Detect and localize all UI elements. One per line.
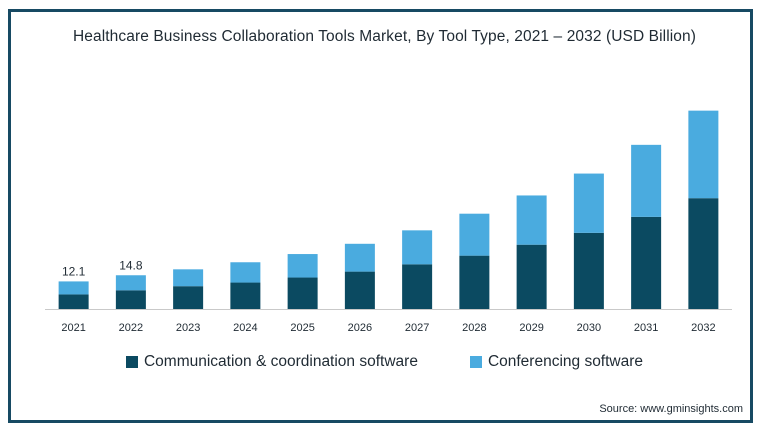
data-label-2022: 14.8 — [119, 258, 143, 272]
x-tick-label-2027: 2027 — [405, 322, 429, 334]
legend-item-conferencing: Conferencing software — [469, 353, 644, 371]
bar-conferencing-2031 — [631, 144, 662, 217]
bar-communication-2028 — [459, 255, 490, 309]
bar-conferencing-2026 — [344, 243, 375, 272]
chart-legend: Communication & coordination software Co… — [0, 353, 769, 371]
bar-communication-2023 — [173, 286, 204, 309]
bar-communication-2032 — [688, 198, 719, 309]
legend-swatch-communication — [125, 356, 138, 368]
x-tick-label-2022: 2022 — [119, 322, 143, 334]
chart-frame — [8, 9, 753, 423]
legend-label-conferencing: Conferencing software — [487, 353, 644, 370]
bar-conferencing-2022 — [115, 275, 146, 291]
bar-communication-2031 — [631, 216, 662, 309]
bar-conferencing-2021 — [58, 281, 89, 295]
x-tick-label-2026: 2026 — [348, 322, 372, 334]
legend-label-communication: Communication & coordination software — [143, 353, 418, 370]
bar-communication-2022 — [115, 290, 146, 309]
bar-conferencing-2029 — [516, 195, 547, 245]
x-tick-label-2021: 2021 — [61, 322, 85, 334]
x-tick-label-2031: 2031 — [634, 322, 658, 334]
bar-conferencing-2027 — [402, 230, 433, 265]
bar-communication-2027 — [402, 264, 433, 309]
source-note: Source: www.gminsights.com — [599, 403, 743, 415]
bar-communication-2024 — [230, 282, 261, 309]
bar-communication-2026 — [344, 271, 375, 309]
bar-conferencing-2023 — [173, 269, 204, 287]
legend-item-communication: Communication & coordination software — [125, 353, 418, 371]
legend-swatch-conferencing — [469, 356, 482, 368]
bar-communication-2030 — [573, 232, 604, 309]
bar-conferencing-2030 — [573, 173, 604, 233]
bar-conferencing-2028 — [459, 213, 490, 256]
bar-communication-2029 — [516, 244, 547, 309]
bar-conferencing-2025 — [287, 254, 318, 278]
x-tick-label-2030: 2030 — [577, 322, 601, 334]
bar-communication-2025 — [287, 277, 318, 309]
chart-title: Healthcare Business Collaboration Tools … — [72, 28, 696, 45]
bar-conferencing-2024 — [230, 262, 261, 283]
x-tick-label-2025: 2025 — [290, 322, 314, 334]
x-tick-label-2024: 2024 — [233, 322, 257, 334]
x-tick-label-2023: 2023 — [176, 322, 200, 334]
x-tick-label-2032: 2032 — [691, 322, 715, 334]
x-tick-label-2028: 2028 — [462, 322, 486, 334]
data-label-2021: 12.1 — [62, 264, 86, 278]
bar-communication-2021 — [58, 294, 89, 309]
x-tick-label-2029: 2029 — [519, 322, 543, 334]
bar-conferencing-2032 — [688, 110, 719, 199]
